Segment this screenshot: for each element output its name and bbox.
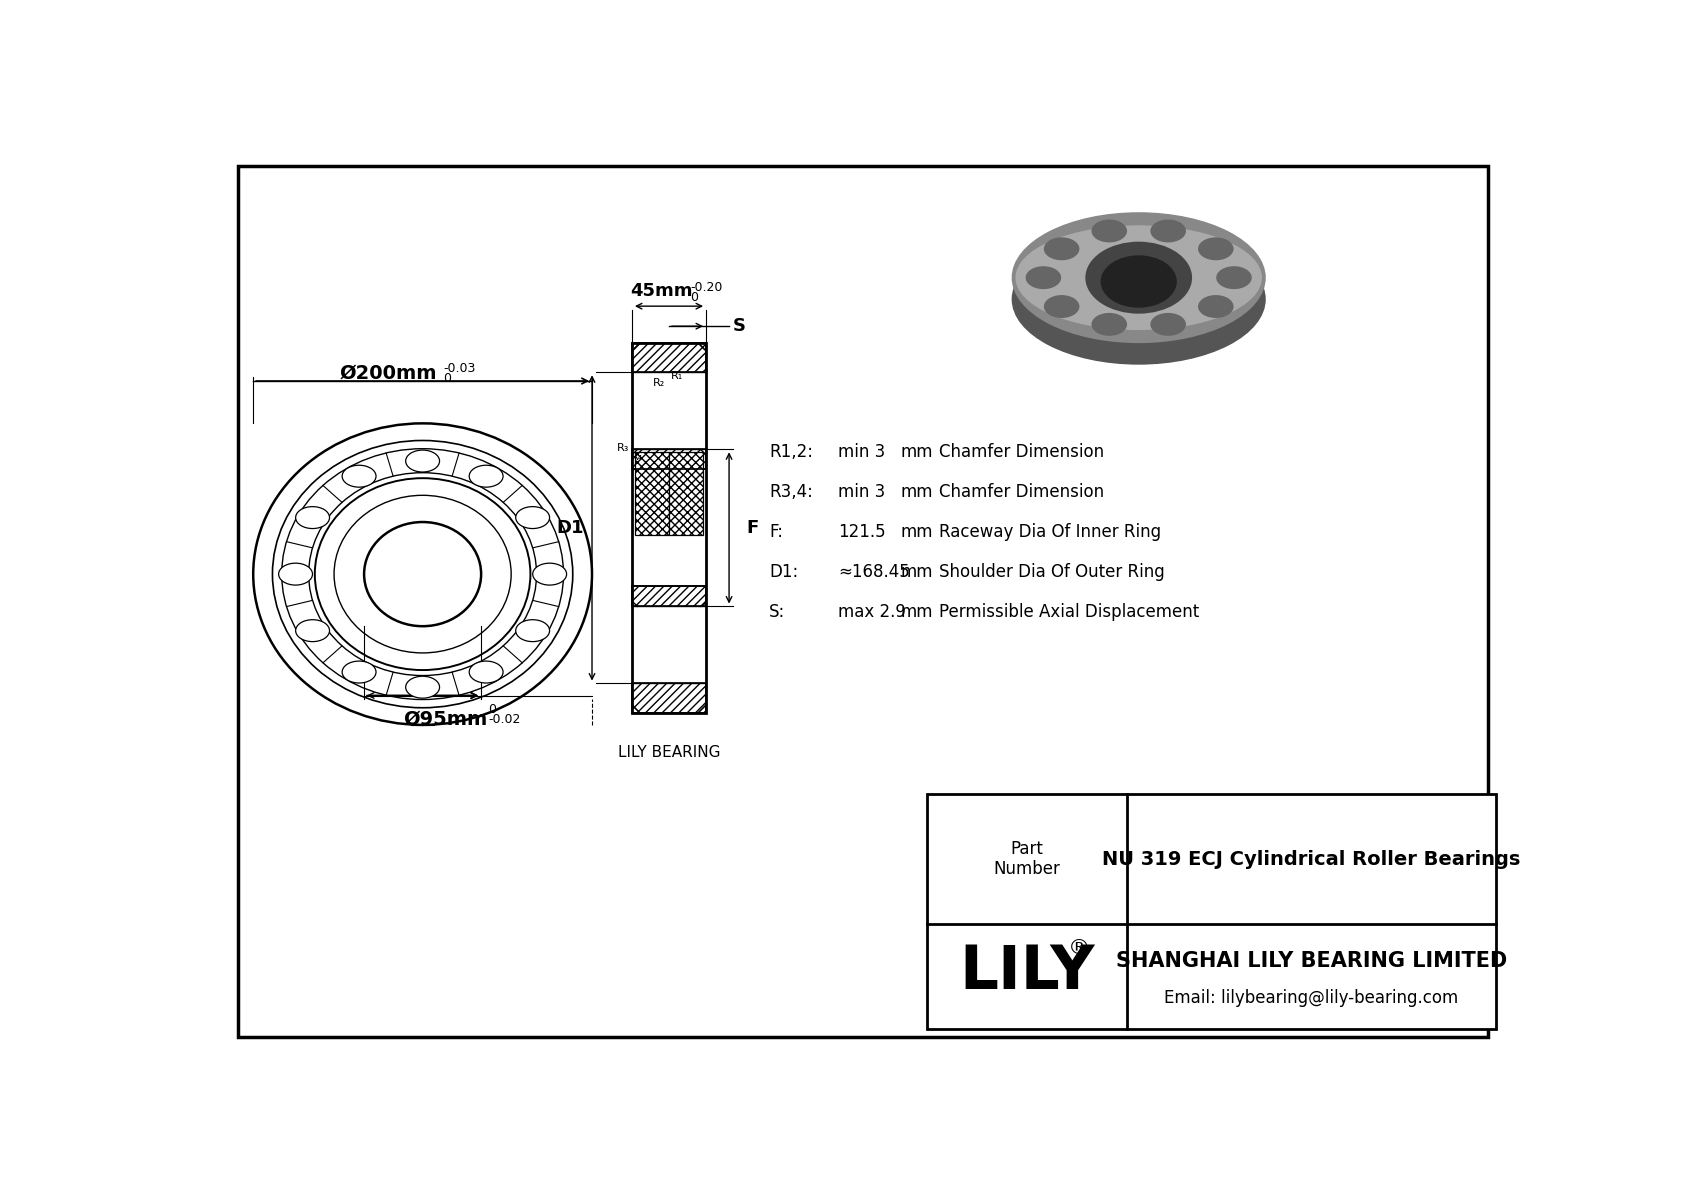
Ellipse shape bbox=[1101, 255, 1177, 307]
Text: mm: mm bbox=[899, 443, 933, 461]
Text: 45mm: 45mm bbox=[630, 282, 692, 300]
Text: Part
Number: Part Number bbox=[994, 840, 1061, 879]
Ellipse shape bbox=[251, 422, 593, 727]
Text: mm: mm bbox=[899, 563, 933, 581]
Text: 0: 0 bbox=[690, 291, 699, 304]
Text: R₄: R₄ bbox=[630, 453, 643, 462]
Text: Shoulder Dia Of Outer Ring: Shoulder Dia Of Outer Ring bbox=[938, 563, 1164, 581]
Bar bbox=[635, 451, 669, 535]
Bar bbox=[632, 684, 706, 712]
Ellipse shape bbox=[406, 450, 440, 472]
Text: Chamfer Dimension: Chamfer Dimension bbox=[938, 484, 1103, 501]
Text: NU 319 ECJ Cylindrical Roller Bearings: NU 319 ECJ Cylindrical Roller Bearings bbox=[1101, 849, 1521, 868]
Ellipse shape bbox=[1015, 225, 1261, 330]
Ellipse shape bbox=[1091, 219, 1127, 243]
Ellipse shape bbox=[1086, 242, 1192, 313]
Ellipse shape bbox=[515, 506, 549, 529]
Text: R₁: R₁ bbox=[670, 370, 682, 381]
Ellipse shape bbox=[342, 661, 376, 682]
Ellipse shape bbox=[1216, 267, 1251, 289]
Text: ≈168.45: ≈168.45 bbox=[839, 563, 909, 581]
Ellipse shape bbox=[470, 661, 504, 682]
Text: Raceway Dia Of Inner Ring: Raceway Dia Of Inner Ring bbox=[938, 523, 1160, 541]
Text: ®: ® bbox=[1068, 937, 1091, 958]
Text: mm: mm bbox=[899, 523, 933, 541]
Bar bbox=[669, 451, 702, 535]
Ellipse shape bbox=[470, 466, 504, 487]
Text: F:: F: bbox=[770, 523, 783, 541]
Text: max 2.9: max 2.9 bbox=[839, 604, 906, 622]
Text: LILY: LILY bbox=[960, 943, 1095, 1003]
Ellipse shape bbox=[406, 676, 440, 698]
Bar bbox=[926, 793, 1495, 1029]
Text: S: S bbox=[733, 317, 746, 335]
Ellipse shape bbox=[278, 563, 313, 585]
Ellipse shape bbox=[1150, 313, 1186, 336]
Ellipse shape bbox=[515, 619, 549, 642]
Bar bbox=[632, 684, 706, 712]
Bar bbox=[632, 449, 706, 469]
Bar bbox=[632, 343, 706, 712]
Text: LILY BEARING: LILY BEARING bbox=[618, 746, 721, 760]
Ellipse shape bbox=[532, 563, 566, 585]
Ellipse shape bbox=[1044, 237, 1079, 261]
Ellipse shape bbox=[1044, 295, 1079, 318]
Text: Chamfer Dimension: Chamfer Dimension bbox=[938, 443, 1103, 461]
Bar bbox=[632, 343, 706, 373]
Text: Ø200mm: Ø200mm bbox=[338, 364, 436, 384]
Text: F: F bbox=[746, 519, 758, 537]
Bar bbox=[669, 451, 702, 535]
Text: -0.20: -0.20 bbox=[690, 281, 722, 294]
Text: R1,2:: R1,2: bbox=[770, 443, 813, 461]
Text: Ø95mm: Ø95mm bbox=[404, 710, 488, 729]
Ellipse shape bbox=[1012, 233, 1266, 364]
Text: 121.5: 121.5 bbox=[839, 523, 886, 541]
Text: min 3: min 3 bbox=[839, 443, 886, 461]
Text: Email: lilybearing@lily-bearing.com: Email: lilybearing@lily-bearing.com bbox=[1164, 989, 1458, 1006]
Ellipse shape bbox=[1197, 295, 1234, 318]
Ellipse shape bbox=[1150, 219, 1186, 243]
Text: D1:: D1: bbox=[770, 563, 798, 581]
Ellipse shape bbox=[296, 619, 330, 642]
Ellipse shape bbox=[1026, 267, 1061, 289]
Ellipse shape bbox=[342, 466, 376, 487]
Text: -0.03: -0.03 bbox=[443, 362, 477, 375]
Ellipse shape bbox=[1012, 212, 1266, 343]
Bar bbox=[632, 449, 706, 469]
Text: 0: 0 bbox=[488, 703, 497, 716]
Text: S:: S: bbox=[770, 604, 785, 622]
Ellipse shape bbox=[364, 522, 482, 626]
Ellipse shape bbox=[1091, 313, 1127, 336]
Text: min 3: min 3 bbox=[839, 484, 886, 501]
Text: -0.02: -0.02 bbox=[488, 713, 520, 727]
Bar bbox=[632, 586, 706, 606]
Bar bbox=[635, 451, 669, 535]
Text: mm: mm bbox=[899, 604, 933, 622]
Text: 0: 0 bbox=[443, 372, 451, 385]
Ellipse shape bbox=[1197, 237, 1234, 261]
Bar bbox=[632, 343, 706, 373]
Text: R₃: R₃ bbox=[616, 443, 630, 453]
Text: Permissible Axial Displacement: Permissible Axial Displacement bbox=[938, 604, 1199, 622]
Bar bbox=[632, 586, 706, 606]
Text: mm: mm bbox=[899, 484, 933, 501]
Ellipse shape bbox=[296, 506, 330, 529]
Text: R3,4:: R3,4: bbox=[770, 484, 813, 501]
Text: R₂: R₂ bbox=[653, 379, 665, 388]
Text: SHANGHAI LILY BEARING LIMITED: SHANGHAI LILY BEARING LIMITED bbox=[1115, 952, 1507, 971]
Text: D1: D1 bbox=[557, 519, 584, 537]
